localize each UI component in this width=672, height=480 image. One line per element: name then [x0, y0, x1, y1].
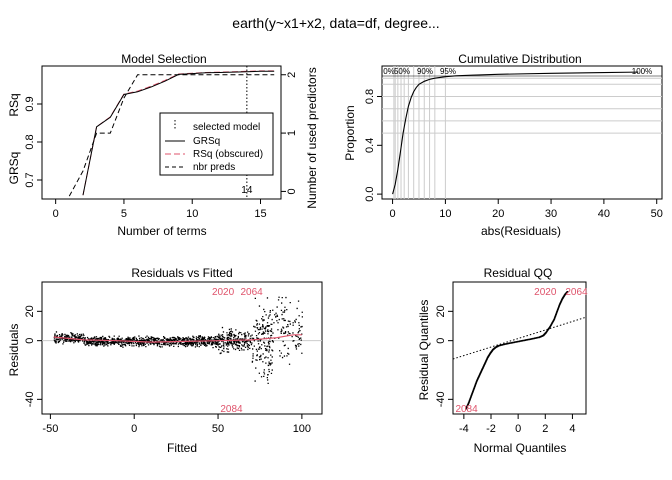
- x-tick-label: -50: [42, 423, 58, 435]
- quantile-label: 95%: [440, 67, 456, 76]
- cumulative-ylabel: Proportion: [343, 105, 357, 160]
- quantile-label: 0%: [383, 67, 395, 76]
- x-tick-label: 0: [515, 423, 521, 435]
- outlier-label-2020: 2020: [212, 287, 235, 298]
- x-tick-label: 100: [293, 423, 311, 435]
- x-tick-label: 20: [492, 208, 504, 220]
- model-selection-panel: Model Selection 14 0 5 10 15 0.7 0.8 0.9 0 1 2 Nu…: [7, 52, 319, 238]
- quantile-label: 90%: [417, 67, 433, 76]
- x-tick-label: 4: [569, 423, 575, 435]
- model-selection-plot-frame: [41, 65, 282, 200]
- outlier-label-2084: 2084: [220, 404, 243, 415]
- x-tick-label: 15: [254, 208, 266, 220]
- model-selection-ylabel-grsq: GRSq: [7, 152, 21, 185]
- outlier-label-2064: 2064: [565, 287, 588, 298]
- y-tick-label: 0.8: [24, 134, 36, 149]
- x-tick-label: -4: [459, 423, 469, 435]
- smooth-line: [53, 334, 302, 343]
- model-selection-legend: selected model GRSq RSq (obscured) nbr p…: [159, 112, 274, 176]
- qq-reference-line: [452, 316, 587, 360]
- y-tick-label: 0: [24, 338, 36, 344]
- x-tick-label: 30: [545, 208, 557, 220]
- x-tick-label: 40: [598, 208, 610, 220]
- x-tick-label: 50: [651, 208, 663, 220]
- y-tick-label: 0: [435, 338, 447, 344]
- y-tick-label: 0.4: [364, 138, 376, 153]
- x-tick-label: 10: [186, 208, 198, 220]
- cumulative-xlabel: abs(Residuals): [481, 224, 561, 238]
- residuals-fitted-plot-frame: [41, 281, 323, 415]
- residuals-fitted-xlabel: Fitted: [167, 441, 197, 455]
- residuals-fitted-title: Residuals vs Fitted: [131, 266, 232, 280]
- outlier-label-2020: 2020: [534, 287, 557, 298]
- y2-tick-label: 0: [286, 188, 298, 194]
- x-tick-label: 0: [390, 208, 396, 220]
- outlier-label-2084: 2084: [455, 404, 478, 415]
- legend-box: [159, 112, 274, 176]
- residuals-fitted-ylabel: Residuals: [7, 324, 21, 377]
- cumulative-title: Cumulative Distribution: [458, 52, 581, 66]
- series-grsq: [82, 70, 275, 196]
- cumulative-plot-frame: [381, 65, 663, 200]
- legend-label-selected-model: selected model: [193, 122, 260, 133]
- series-nbr-preds: [68, 74, 275, 197]
- residual-qq-ylabel: Residual Quantiles: [417, 300, 431, 401]
- x-tick-label: 50: [212, 423, 224, 435]
- x-tick-label: -2: [486, 423, 496, 435]
- outlier-label-2064: 2064: [240, 287, 263, 298]
- model-selection-ylabel-right: Number of used predictors: [305, 67, 319, 208]
- residual-qq-xlabel: Normal Quantiles: [474, 441, 567, 455]
- y-tick-label: 0.8: [364, 89, 376, 104]
- legend-label-nbr-preds: nbr preds: [193, 162, 235, 173]
- y2-tick-label: 1: [286, 130, 298, 136]
- residual-qq-title: Residual QQ: [484, 266, 553, 280]
- residuals-vs-fitted-panel: Residuals vs Fitted 2020 2064 2084 -50 0 50 1…: [7, 266, 323, 455]
- x-tick-label: 10: [439, 208, 451, 220]
- x-tick-label: 0: [131, 423, 137, 435]
- cdf-curve: [392, 71, 639, 195]
- model-selection-xlabel: Number of terms: [117, 224, 206, 238]
- model-selection-ylabel-rsq: RSq: [7, 93, 21, 116]
- y-tick-label: -40: [435, 391, 447, 407]
- y-tick-label: 20: [24, 305, 36, 317]
- legend-label-grsq: GRSq: [193, 136, 220, 147]
- quantile-label: 100%: [632, 67, 652, 76]
- x-tick-label: 2: [542, 423, 548, 435]
- residual-qq-plot-frame: [452, 281, 587, 415]
- y-tick-label: -40: [24, 391, 36, 407]
- cumulative-distribution-panel: Cumulative Distribution 0% 50% 90% 95% 100% …: [343, 52, 663, 238]
- model-selection-title: Model Selection: [121, 52, 206, 66]
- y-tick-label: 0.0: [364, 186, 376, 201]
- quantile-label: 50%: [394, 67, 410, 76]
- figure-title: earth(y~x1+x2, data=df, degree...: [232, 15, 439, 31]
- y-tick-label: 0.9: [24, 96, 36, 111]
- x-tick-label: 5: [121, 208, 127, 220]
- y-tick-label: 20: [435, 305, 447, 317]
- y2-tick-label: 2: [286, 72, 298, 78]
- y-tick-label: 0.7: [24, 172, 36, 187]
- selected-model-label: 14: [241, 185, 253, 196]
- x-tick-label: 0: [53, 208, 59, 220]
- residual-qq-panel: Residual QQ 2020 2064 2084 -4 -2 0 2 4 -40 0 20 N…: [417, 266, 588, 455]
- legend-label-rsq: RSq (obscured): [193, 149, 263, 160]
